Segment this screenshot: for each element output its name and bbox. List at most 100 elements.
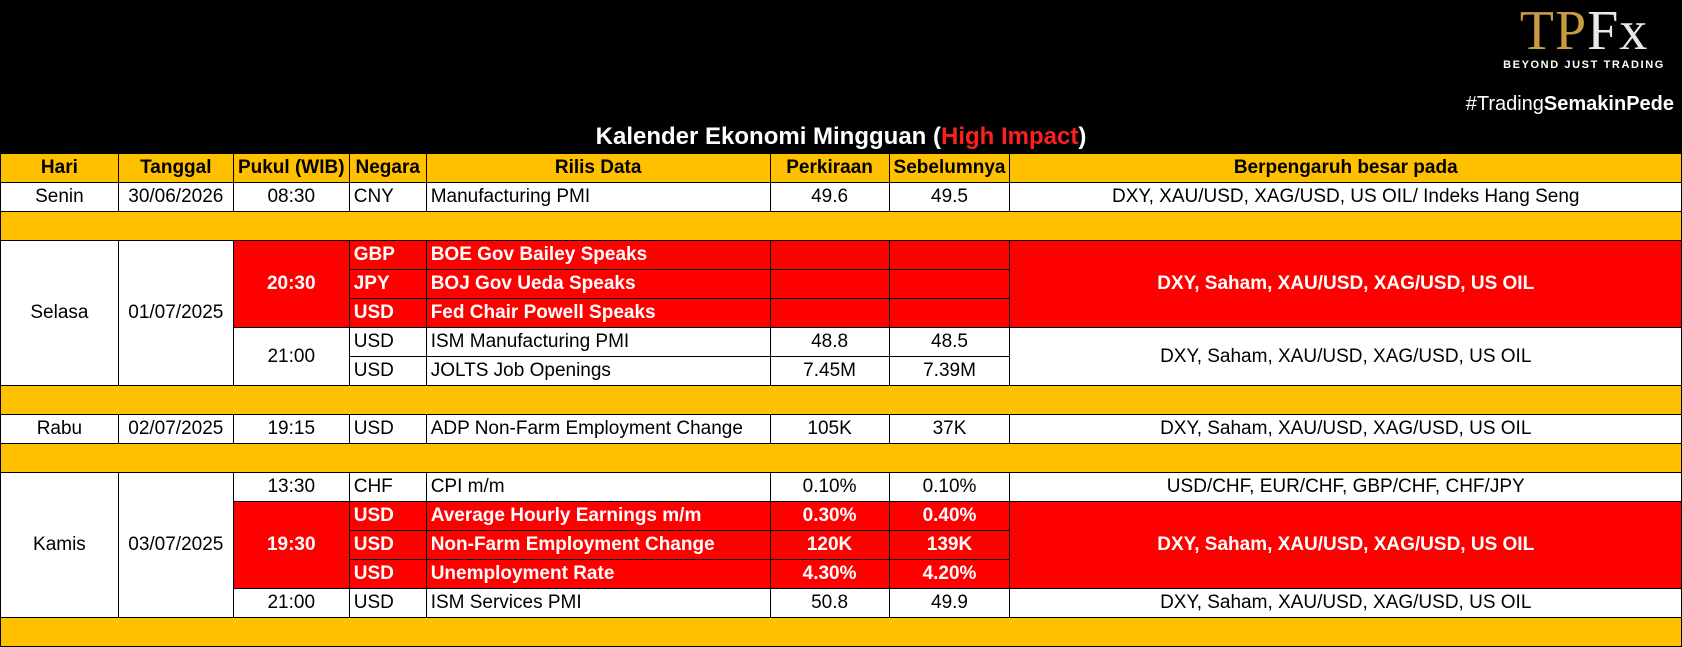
country-cell: USD — [348, 414, 427, 444]
table-row: Selasa 01/07/2025 20:30 GBP BOE Gov Bail… — [0, 240, 1682, 386]
hashtag-prefix: #Trading — [1465, 93, 1544, 115]
day-cell: Rabu — [0, 414, 119, 444]
hashtag: #TradingSemakinPede — [1466, 92, 1674, 116]
table-row: 19:30 USD Average Hourly Earnings m/m 0.… — [1, 501, 1682, 589]
time-cell: 08:30 — [232, 182, 350, 212]
separator-cell — [0, 211, 1682, 241]
country-cell: USD — [348, 356, 427, 386]
day-cell: Selasa — [0, 240, 119, 386]
header-hari: Hari — [0, 153, 119, 183]
forecast-cell: 0.10% — [769, 472, 890, 502]
release-cell: BOJ Gov Ueda Speaks — [425, 269, 771, 299]
table-row: JPY BOJ Gov Ueda Speaks — [1, 269, 1682, 299]
economic-calendar-table: Hari Tanggal Pukul (WIB) Negara Rilis Da… — [0, 153, 1682, 647]
forecast-cell: 120K — [769, 530, 890, 560]
time-cell: 13:30 — [232, 472, 350, 502]
forecast-cell: 4.30% — [769, 559, 890, 589]
release-cell: BOE Gov Bailey Speaks — [425, 240, 771, 270]
header-pukul: Pukul (WIB) — [232, 153, 350, 183]
time-cell: 21:00 — [232, 588, 350, 618]
country-cell: USD — [348, 588, 427, 618]
table-row: 21:00 USD ISM Services PMI 50.8 49.9 DXY… — [1, 588, 1682, 618]
country-cell: CHF — [348, 472, 427, 502]
separator-row — [0, 211, 1682, 241]
country-cell: GBP — [348, 240, 427, 270]
release-cell: Fed Chair Powell Speaks — [425, 298, 771, 328]
separator-cell — [0, 443, 1682, 473]
impact-cell: DXY, Saham, XAU/USD, XAG/USD, US OIL — [1009, 327, 1682, 386]
header-row: Hari Tanggal Pukul (WIB) Negara Rilis Da… — [0, 153, 1682, 183]
table-row: USD JOLTS Job Openings 7.45M 7.39M — [1, 356, 1682, 386]
forecast-cell: 48.8 — [769, 327, 890, 357]
title-main: Kalender Ekonomi Mingguan — [595, 123, 927, 150]
previous-cell: 0.10% — [888, 472, 1011, 502]
separator-row — [0, 443, 1682, 473]
country-cell: USD — [348, 327, 427, 357]
table-row: Rabu 02/07/2025 19:15 USD ADP Non-Farm E… — [0, 414, 1682, 444]
logo-fx: Fx — [1587, 0, 1649, 62]
forecast-cell — [769, 298, 890, 328]
impact-cell: DXY, Saham, XAU/USD, XAG/USD, US OIL — [1009, 588, 1682, 618]
country-cell: USD — [348, 559, 427, 589]
release-cell: Non-Farm Employment Change — [425, 530, 771, 560]
forecast-cell — [769, 269, 890, 299]
previous-cell: 49.5 — [888, 182, 1011, 212]
previous-cell: 139K — [888, 530, 1011, 560]
time-cell: 19:15 — [232, 414, 350, 444]
header-sebelumnya: Sebelumnya — [888, 153, 1011, 183]
table-row: USD Unemployment Rate 4.30% 4.20% — [1, 559, 1682, 589]
table-row: 21:00 USD ISM Manufacturing PMI 48.8 48.… — [1, 327, 1682, 386]
impact-cell: DXY, Saham, XAU/USD, XAG/USD, US OIL — [1009, 501, 1682, 589]
table-row: USD Fed Chair Powell Speaks — [1, 298, 1682, 328]
previous-cell: 4.20% — [888, 559, 1011, 589]
logo-tagline: BEYOND JUST TRADING — [1503, 59, 1665, 71]
date-cell: 01/07/2025 — [117, 240, 234, 386]
page-title: Kalender Ekonomi Mingguan (High Impact) — [0, 123, 1682, 151]
logo-wordmark: TPFx — [1498, 3, 1670, 59]
country-cell: CNY — [348, 182, 427, 212]
impact-cell: USD/CHF, EUR/CHF, GBP/CHF, CHF/JPY — [1009, 472, 1682, 502]
country-cell: USD — [348, 530, 427, 560]
forecast-cell: 105K — [769, 414, 890, 444]
previous-cell: 37K — [888, 414, 1011, 444]
previous-cell: 49.9 — [888, 588, 1011, 618]
release-cell: ISM Services PMI — [425, 588, 771, 618]
date-cell: 03/07/2025 — [117, 472, 234, 618]
previous-cell: 48.5 — [888, 327, 1011, 357]
day-cell: Senin — [0, 182, 119, 212]
previous-cell: 0.40% — [888, 501, 1011, 531]
logo-tp: TP — [1519, 0, 1588, 62]
table-row: Senin 30/06/2026 08:30 CNY Manufacturing… — [0, 182, 1682, 212]
previous-cell: 7.39M — [888, 356, 1011, 386]
separator-row — [0, 385, 1682, 415]
forecast-cell: 49.6 — [769, 182, 890, 212]
date-cell: 02/07/2025 — [117, 414, 234, 444]
time-cell: 20:30 — [232, 240, 350, 328]
separator-cell — [0, 385, 1682, 415]
impact-cell: DXY, XAU/USD, XAG/USD, US OIL/ Indeks Ha… — [1009, 182, 1682, 212]
impact-cell: DXY, Saham, XAU/USD, XAG/USD, US OIL — [1009, 240, 1682, 328]
forecast-cell: 0.30% — [769, 501, 890, 531]
date-cell: 30/06/2026 — [117, 182, 234, 212]
header-negara: Negara — [348, 153, 427, 183]
release-cell: ISM Manufacturing PMI — [425, 327, 771, 357]
country-cell: USD — [348, 501, 427, 531]
release-cell: ADP Non-Farm Employment Change — [425, 414, 771, 444]
table-row: Kamis 03/07/2025 13:30 CHF CPI m/m 0.10%… — [0, 472, 1682, 618]
tpfx-logo: TPFx BEYOND JUST TRADING — [1498, 3, 1670, 74]
separator-cell — [0, 617, 1682, 647]
header-tanggal: Tanggal — [117, 153, 234, 183]
hashtag-bold: SemakinPede — [1543, 93, 1674, 115]
previous-cell — [888, 269, 1011, 299]
release-cell: Average Hourly Earnings m/m — [425, 501, 771, 531]
forecast-cell: 50.8 — [769, 588, 890, 618]
title-close: ) — [1078, 123, 1087, 150]
forecast-cell: 7.45M — [769, 356, 890, 386]
header-banner: TPFx BEYOND JUST TRADING #TradingSemakin… — [0, 0, 1682, 153]
separator-row — [0, 617, 1682, 647]
title-highlight: High Impact — [941, 123, 1079, 150]
time-cell: 21:00 — [232, 327, 350, 386]
header-berpengaruh: Berpengaruh besar pada — [1009, 153, 1682, 183]
release-cell: CPI m/m — [425, 472, 771, 502]
country-cell: USD — [348, 298, 427, 328]
